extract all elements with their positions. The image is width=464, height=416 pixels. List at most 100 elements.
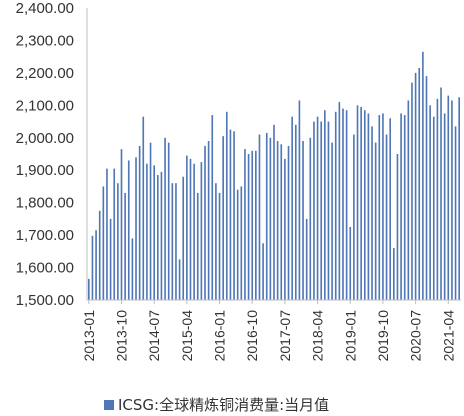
y-tick-label: 1,600.00	[16, 260, 74, 277]
bar	[280, 144, 283, 300]
legend: ICSG:全球精炼铜消费量:当月值	[104, 394, 329, 415]
bar	[316, 116, 319, 300]
bar	[186, 155, 188, 300]
bar	[309, 137, 312, 300]
bar	[251, 150, 254, 300]
bar-chart: 1,500.00 1,600.00 1,700.00 1,800.00 1,900.00…	[16, 0, 461, 362]
bar	[146, 163, 148, 300]
bar	[313, 121, 315, 300]
bar-series	[88, 51, 460, 301]
bar	[255, 150, 257, 300]
x-tick-label: 2016-10	[244, 310, 260, 362]
bar	[345, 110, 348, 300]
bar	[211, 115, 214, 300]
x-tick-label: 2021-04	[440, 310, 456, 362]
bar	[458, 97, 460, 300]
y-tick-label: 1,700.00	[16, 227, 74, 244]
bar	[436, 98, 439, 300]
bar	[102, 186, 105, 300]
y-tick-label: 2,300.00	[16, 32, 74, 49]
x-tick-label: 2019-01	[342, 310, 358, 362]
bar	[88, 278, 90, 300]
bar	[414, 72, 417, 300]
bar	[393, 248, 395, 300]
bar	[262, 243, 264, 300]
bar	[127, 160, 130, 300]
bar	[124, 192, 126, 300]
bar	[363, 110, 366, 300]
bar	[225, 111, 228, 300]
bar	[138, 145, 141, 300]
bar	[131, 238, 134, 300]
bar	[454, 126, 457, 300]
y-tick-label: 2,000.00	[16, 130, 74, 147]
x-tick-label: 2015-04	[179, 310, 195, 362]
y-tick-label: 2,100.00	[16, 97, 74, 114]
y-axis-ticks: 1,500.00 1,600.00 1,700.00 1,800.00 1,900.00…	[16, 0, 74, 309]
bar	[109, 218, 112, 300]
bar	[356, 105, 359, 300]
bar	[273, 124, 275, 300]
bar	[353, 134, 355, 300]
bar	[374, 142, 377, 300]
bar	[411, 82, 413, 301]
bar	[182, 176, 185, 300]
bar	[149, 142, 152, 300]
bar	[389, 118, 392, 300]
bar	[302, 141, 304, 300]
bar	[200, 162, 203, 300]
bar	[218, 192, 221, 300]
bar	[418, 68, 421, 301]
bar	[171, 183, 174, 300]
bar	[385, 134, 388, 300]
bar	[233, 131, 235, 300]
bar	[284, 158, 286, 300]
bar	[320, 121, 323, 300]
bar	[425, 76, 428, 300]
bar	[342, 108, 344, 300]
bar	[349, 227, 352, 300]
bar	[440, 87, 442, 301]
bar	[396, 154, 399, 300]
x-tick-label: 2013-10	[114, 310, 130, 362]
bar	[291, 116, 293, 300]
bar	[178, 259, 181, 300]
bar	[371, 126, 373, 300]
bar	[258, 134, 261, 300]
bar	[269, 137, 272, 300]
bar	[422, 51, 424, 300]
bar	[400, 113, 402, 300]
y-tick-label: 1,900.00	[16, 162, 74, 179]
x-tick-label: 2016-01	[212, 310, 228, 362]
bar	[229, 129, 232, 300]
bar	[117, 183, 119, 300]
bar	[276, 141, 279, 300]
bar	[334, 111, 337, 300]
bar	[432, 116, 435, 300]
bar	[367, 113, 370, 300]
bar	[135, 157, 137, 300]
bar	[95, 230, 97, 300]
bar	[113, 168, 116, 300]
y-tick-label: 2,400.00	[16, 0, 74, 17]
bar	[156, 175, 159, 300]
x-axis-ticks: 2013-01 2013-10 2014-07 2015-04 2016-01 2016-…	[81, 300, 456, 362]
bar	[338, 102, 341, 300]
x-tick-label: 2020-07	[408, 310, 424, 362]
bar	[106, 168, 108, 300]
bar	[207, 141, 210, 300]
bar	[193, 163, 195, 300]
bar	[189, 158, 192, 300]
x-tick-label: 2017-07	[277, 310, 293, 362]
bar	[204, 145, 206, 300]
bar	[236, 189, 239, 300]
bar	[443, 113, 446, 300]
bar	[215, 183, 217, 300]
bar	[360, 106, 362, 301]
y-tick-label: 1,500.00	[16, 292, 74, 309]
y-tick-label: 1,800.00	[16, 195, 74, 212]
bar	[196, 192, 199, 300]
bar	[247, 154, 250, 300]
bar	[153, 165, 155, 300]
bar	[142, 116, 145, 300]
